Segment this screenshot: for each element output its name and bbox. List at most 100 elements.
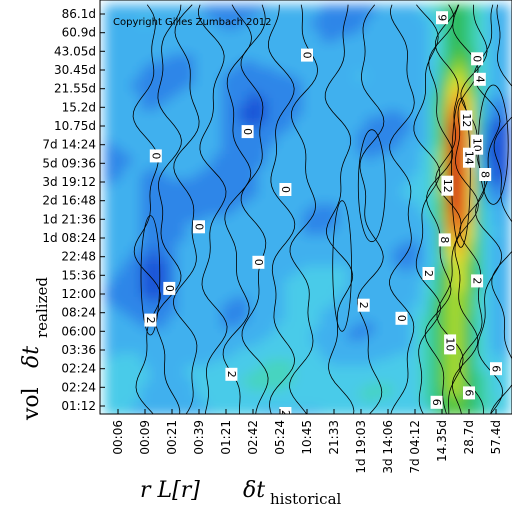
heatmap-cell (284, 48, 295, 56)
heatmap-cell (428, 23, 439, 31)
heatmap-cell (464, 297, 475, 304)
heatmap-cell (464, 346, 475, 354)
heatmap-cell (104, 191, 115, 199)
heatmap-cell (455, 396, 466, 404)
heatmap-cell (203, 160, 214, 168)
heatmap-cell (491, 178, 502, 186)
contour-label: 8 (438, 233, 451, 247)
heatmap-cell (275, 371, 286, 379)
contour-label-background (163, 281, 176, 295)
heatmap-cell (131, 73, 142, 80)
heatmap-cell (410, 85, 421, 93)
heatmap-cell (257, 10, 268, 18)
heatmap-cell (185, 191, 196, 199)
heatmap-cell (230, 266, 241, 273)
heatmap-cell (257, 315, 268, 323)
heatmap-cell (176, 166, 187, 174)
heatmap-cell (185, 197, 196, 205)
heatmap-cell (266, 104, 277, 112)
y-tick-label: 01:12 (61, 399, 96, 413)
heatmap-cell (365, 191, 376, 199)
heatmap-cell (482, 178, 493, 186)
heatmap-cell (113, 73, 124, 80)
contour-line (172, 4, 200, 414)
heatmap-cell (167, 79, 178, 87)
heatmap-cell (500, 129, 511, 136)
heatmap-cell (365, 353, 376, 360)
heatmap-cell (455, 210, 466, 217)
contour-label: 0 (241, 125, 254, 139)
heatmap-cell (113, 259, 124, 267)
heatmap-cell (455, 35, 466, 43)
heatmap-cell (491, 4, 502, 12)
heatmap-cell (329, 91, 340, 99)
heatmap-cell (302, 135, 313, 143)
heatmap-cell (275, 346, 286, 354)
heatmap-cell (176, 60, 187, 68)
heatmap-cell (176, 73, 187, 80)
heatmap-cell (185, 278, 196, 286)
heatmap-cell (239, 79, 250, 87)
heatmap-cell (266, 85, 277, 93)
contour-label-text: 2 (357, 302, 370, 309)
heatmap-cell (185, 60, 196, 68)
heatmap-cell (320, 203, 331, 211)
heatmap-cell (338, 42, 349, 49)
heatmap-cell (464, 66, 475, 74)
heatmap-cell (239, 334, 250, 342)
heatmap-cell (230, 73, 241, 80)
heatmap-cell (104, 42, 115, 49)
heatmap-cell (320, 234, 331, 242)
heatmap-cell (383, 147, 394, 155)
heatmap-cell (347, 390, 358, 398)
heatmap-cell (482, 334, 493, 342)
contour-line (389, 4, 415, 414)
heatmap-cell (482, 402, 493, 410)
heatmap-cell (239, 23, 250, 31)
heatmap-cell (482, 284, 493, 292)
heatmap-cell (302, 247, 313, 255)
heatmap-cell (221, 166, 232, 174)
heatmap-cell (302, 402, 313, 410)
heatmap-cell (266, 98, 277, 105)
heatmap-cell (185, 216, 196, 224)
heatmap-cell (266, 73, 277, 80)
heatmap-cell (257, 266, 268, 273)
heatmap-cell (275, 216, 286, 224)
heatmap-cell (383, 284, 394, 292)
heatmap-cell (356, 48, 367, 56)
heatmap-cell (347, 160, 358, 168)
heatmap-cell (239, 29, 250, 37)
heatmap-cell (266, 66, 277, 74)
heatmap-cell (293, 234, 304, 242)
heatmap-cell (140, 297, 151, 304)
heatmap-cell (221, 79, 232, 87)
heatmap-cell (491, 129, 502, 136)
heatmap-cell (500, 247, 511, 255)
contour-label-background (395, 311, 408, 325)
heatmap-cell (194, 191, 205, 199)
heatmap-cell (302, 166, 313, 174)
contour-label-text: 0 (149, 152, 162, 159)
heatmap-cell (221, 185, 232, 192)
heatmap-cell (248, 178, 259, 186)
heatmap-cell (428, 60, 439, 68)
heatmap-cell (230, 203, 241, 211)
heatmap-cell (302, 303, 313, 311)
heatmap-cell (122, 284, 133, 292)
heatmap-cell (212, 110, 223, 118)
heatmap-cell (365, 303, 376, 311)
heatmap-cell (410, 390, 421, 398)
heatmap-cell (311, 85, 322, 93)
heatmap-cell (392, 297, 403, 304)
heatmap-cell (410, 340, 421, 348)
heatmap-cell (491, 122, 502, 130)
heatmap-cell (131, 66, 142, 74)
heatmap-cell (230, 378, 241, 385)
heatmap-cell (347, 48, 358, 56)
heatmap-cell (455, 371, 466, 379)
heatmap-cell (275, 23, 286, 31)
heatmap-cell (257, 297, 268, 304)
heatmap-cell (176, 91, 187, 99)
heatmap-cell (248, 390, 259, 398)
